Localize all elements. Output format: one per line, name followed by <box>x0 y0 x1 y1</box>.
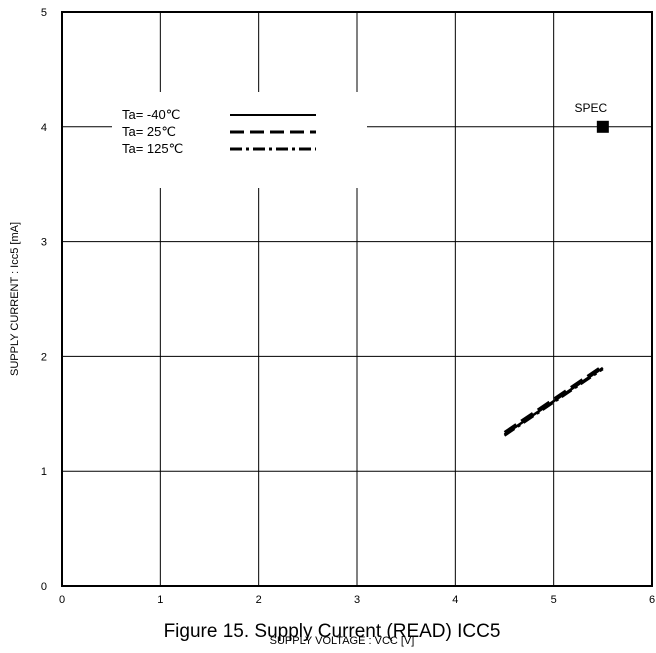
y-tick-label: 1 <box>41 466 47 478</box>
y-tick-label: 4 <box>41 122 47 134</box>
x-tick-label: 5 <box>551 594 557 606</box>
x-tick-label: 0 <box>59 594 65 606</box>
legend: Ta= -40℃ Ta= 25℃ Ta= 125℃ <box>112 92 367 188</box>
legend-label: Ta= 125℃ <box>122 141 183 156</box>
x-axis-label: SUPPLY VOLTAGE : VCC [V] <box>270 635 415 647</box>
legend-background <box>112 92 367 188</box>
y-tick-labels: 0 1 2 3 4 5 <box>41 7 47 593</box>
series-line <box>503 367 604 437</box>
plot-area-frame <box>61 11 653 587</box>
spec-label: SPEC <box>574 101 607 115</box>
x-tick-label: 2 <box>256 594 262 606</box>
y-tick-label: 2 <box>41 351 47 363</box>
x-tick-label: 4 <box>452 594 458 606</box>
spec-marker <box>596 120 609 133</box>
x-tick-label: 1 <box>157 594 163 606</box>
y-tick-label: 3 <box>41 237 47 249</box>
y-axis-label: SUPPLY CURRENT : Icc5 [mA] <box>9 222 21 376</box>
spec-annotation: SPEC <box>574 101 609 133</box>
legend-label: Ta= -40℃ <box>122 107 180 122</box>
y-tick-label: 5 <box>41 7 47 19</box>
legend-label: Ta= 25℃ <box>122 124 176 139</box>
series-group <box>503 364 604 437</box>
figure-caption: Figure 15. Supply Current (READ) ICC5 <box>164 621 501 642</box>
x-tick-labels: 0 1 2 3 4 5 6 <box>59 594 655 606</box>
y-tick-label: 0 <box>41 581 47 593</box>
x-tick-label: 6 <box>649 594 655 606</box>
x-tick-label: 3 <box>354 594 360 606</box>
